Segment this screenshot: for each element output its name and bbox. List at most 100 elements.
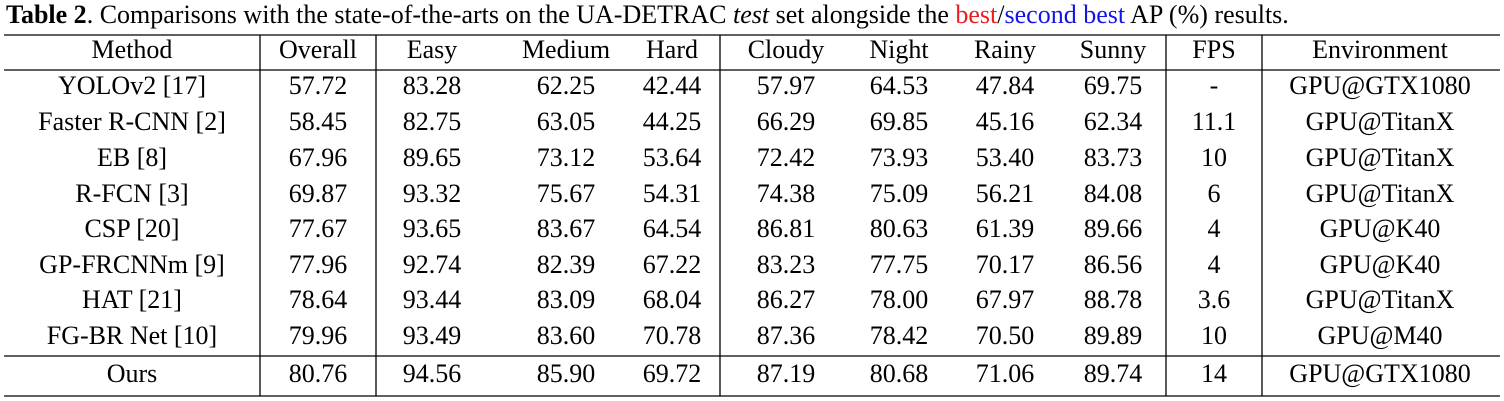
- table-cell: 57.72: [289, 71, 348, 100]
- caption-text: /: [997, 0, 1005, 29]
- table-cell: 68.04: [643, 285, 702, 314]
- table-cell: GPU@GTX1080: [1289, 71, 1470, 100]
- table-cell: 89.66: [1084, 214, 1143, 243]
- table-cell: 71.06: [976, 359, 1035, 388]
- table-cell: GPU@K40: [1320, 214, 1441, 243]
- table-cell: GPU@TitanX: [1306, 179, 1455, 208]
- table-cell: 86.81: [757, 214, 816, 243]
- table-cell: 53.40: [976, 143, 1035, 172]
- table-cell: EB [8]: [97, 143, 167, 172]
- table-cell: 93.44: [403, 285, 462, 314]
- table-cell: 69.72: [643, 359, 702, 388]
- table-cell: 73.12: [537, 143, 596, 172]
- table-cell: 44.25: [643, 107, 702, 136]
- caption-best: best: [955, 0, 998, 29]
- table-cell: 61.39: [976, 214, 1035, 243]
- table-cell: 3.6: [1198, 285, 1231, 314]
- table-cell: GPU@M40: [1317, 321, 1442, 350]
- table-cell: 80.63: [870, 214, 929, 243]
- table-cell: 78.42: [870, 321, 929, 350]
- table-cell: GPU@GTX1080: [1289, 359, 1470, 388]
- table-cell: 73.93: [870, 143, 929, 172]
- table-cell: 93.32: [403, 179, 462, 208]
- table-cell: 93.65: [403, 214, 462, 243]
- column-header: Method: [92, 35, 173, 64]
- caption-text: AP (%) results.: [1125, 0, 1289, 29]
- table-cell: 10: [1201, 143, 1227, 172]
- table-cell: 83.28: [403, 71, 462, 100]
- table-cell: 69.87: [289, 179, 348, 208]
- table-cell: 74.38: [757, 179, 816, 208]
- column-header: Cloudy: [748, 35, 825, 64]
- table-cell: 83.60: [537, 321, 596, 350]
- caption-second: second best: [1005, 0, 1126, 29]
- table-cell: 93.49: [403, 321, 462, 350]
- table-cell: 77.75: [870, 250, 929, 279]
- table-cell: 72.42: [757, 143, 816, 172]
- column-header: Medium: [522, 35, 610, 64]
- table-cell: GP-FRCNNm [9]: [39, 250, 225, 279]
- table-cell: 94.56: [403, 359, 462, 388]
- table-cell: CSP [20]: [84, 214, 179, 243]
- table-cell: 6: [1208, 179, 1221, 208]
- table-cell: R-FCN [3]: [75, 179, 188, 208]
- column-header: Night: [869, 35, 929, 64]
- table-cell: 80.68: [870, 359, 929, 388]
- table-cell: 53.64: [643, 143, 702, 172]
- table-cell: 83.73: [1084, 143, 1143, 172]
- table-cell: 75.67: [537, 179, 596, 208]
- table-cell: 67.96: [289, 143, 348, 172]
- table-cell: 57.97: [757, 71, 816, 100]
- table-cell: 67.22: [643, 250, 702, 279]
- table-cell: 88.78: [1084, 285, 1143, 314]
- table-cell: 87.36: [757, 321, 816, 350]
- table-cell: 62.25: [537, 71, 596, 100]
- table-cell: 67.97: [976, 285, 1035, 314]
- caption-text: test: [733, 0, 770, 29]
- table-cell: 10: [1201, 321, 1227, 350]
- table-cell: 75.09: [870, 179, 929, 208]
- table-cell: -: [1210, 71, 1219, 100]
- table-cell: 92.74: [403, 250, 462, 279]
- table-cell: Ours: [107, 359, 158, 388]
- table-cell: HAT [21]: [82, 285, 182, 314]
- table-cell: 85.90: [537, 359, 596, 388]
- table-cell: 89.65: [403, 143, 462, 172]
- caption-label: Table 2: [6, 0, 87, 29]
- table-cell: 58.45: [289, 107, 348, 136]
- table-cell: 79.96: [289, 321, 348, 350]
- table-cell: GPU@TitanX: [1306, 143, 1455, 172]
- table-cell: GPU@TitanX: [1306, 285, 1455, 314]
- table-cell: 86.27: [757, 285, 816, 314]
- table-cell: 70.78: [643, 321, 702, 350]
- column-header: Easy: [407, 35, 458, 64]
- column-header: Hard: [646, 35, 698, 64]
- caption-text: . Comparisons with the state-of-the-arts…: [87, 0, 733, 29]
- table-cell: 82.75: [403, 107, 462, 136]
- table-cell: 47.84: [976, 71, 1035, 100]
- table-cell: 84.08: [1084, 179, 1143, 208]
- table-cell: 63.05: [537, 107, 596, 136]
- table-cell: 66.29: [757, 107, 816, 136]
- caption: Table 2. Comparisons with the state-of-t…: [6, 0, 1289, 29]
- table-cell: 86.56: [1084, 250, 1143, 279]
- table-cell: 69.75: [1084, 71, 1143, 100]
- table-cell: 87.19: [757, 359, 816, 388]
- table-cell: 69.85: [870, 107, 929, 136]
- column-header: FPS: [1192, 35, 1235, 64]
- table-cell: 70.17: [976, 250, 1035, 279]
- table-cell: 56.21: [976, 179, 1035, 208]
- table-cell: 82.39: [537, 250, 596, 279]
- table-cell: 64.53: [870, 71, 929, 100]
- table-cell: 77.96: [289, 250, 348, 279]
- table-cell: 83.23: [757, 250, 816, 279]
- table-cell: 89.74: [1084, 359, 1143, 388]
- table-cell: 70.50: [976, 321, 1035, 350]
- table-cell: 83.09: [537, 285, 596, 314]
- table-cell: Faster R-CNN [2]: [38, 107, 226, 136]
- table-cell: 14: [1201, 359, 1227, 388]
- table-cell: 11.1: [1192, 107, 1237, 136]
- column-header: Environment: [1312, 35, 1449, 64]
- table-cell: 77.67: [289, 214, 348, 243]
